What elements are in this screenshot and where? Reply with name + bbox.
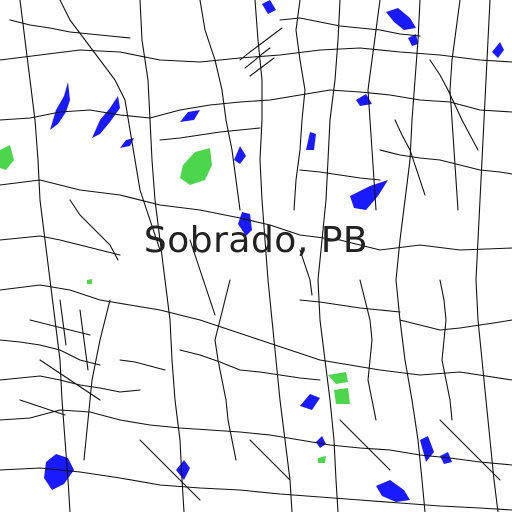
road: [0, 179, 512, 251]
road: [449, 0, 461, 211]
road: [199, 0, 241, 211]
road: [279, 17, 421, 37]
road: [0, 375, 141, 393]
road: [299, 169, 381, 181]
road: [0, 47, 512, 63]
road: [0, 235, 121, 256]
road: [379, 149, 512, 175]
park-area: [318, 456, 326, 463]
road: [475, 0, 499, 512]
road: [249, 439, 291, 481]
water-body: [376, 480, 410, 502]
road: [39, 359, 101, 401]
road: [79, 309, 89, 371]
road: [249, 57, 275, 77]
road: [214, 279, 237, 461]
road: [83, 299, 111, 461]
road: [299, 299, 401, 313]
road: [239, 27, 283, 61]
water-body: [180, 110, 200, 122]
road: [139, 0, 185, 512]
road: [439, 279, 453, 421]
road: [139, 439, 201, 501]
water-body: [50, 82, 70, 130]
road: [439, 419, 501, 481]
road: [189, 239, 216, 316]
park-area: [334, 388, 350, 404]
road: [0, 467, 512, 511]
road: [395, 0, 426, 512]
road: [59, 299, 67, 346]
road: [339, 419, 391, 471]
water-body: [408, 34, 418, 46]
water-body: [176, 460, 190, 480]
road: [19, 399, 66, 416]
road: [29, 319, 91, 336]
park-area: [0, 145, 14, 170]
road: [69, 199, 119, 261]
road: [399, 319, 512, 331]
water-bodies: [44, 0, 504, 502]
water-body: [316, 436, 326, 448]
road: [293, 0, 306, 211]
road: [359, 279, 377, 421]
water-body: [234, 146, 246, 164]
road: [254, 0, 293, 512]
road: [317, 0, 341, 512]
park-area: [180, 148, 212, 185]
road: [0, 284, 512, 381]
road: [159, 127, 261, 141]
park-area: [87, 279, 92, 284]
park-area: [328, 372, 348, 384]
water-body: [300, 394, 320, 410]
road: [367, 0, 381, 211]
water-body: [120, 138, 134, 148]
place-label: Sobrado, PB: [143, 220, 369, 261]
water-body: [306, 132, 316, 150]
road: [9, 19, 131, 39]
park-areas: [0, 145, 350, 463]
road: [0, 89, 512, 121]
road: [19, 0, 71, 512]
road: [299, 249, 313, 296]
road: [394, 119, 426, 196]
water-body: [492, 42, 504, 58]
water-body: [262, 0, 276, 14]
road: [0, 409, 512, 466]
road: [119, 359, 166, 371]
road: [0, 339, 101, 366]
water-body: [350, 180, 388, 210]
road: [244, 47, 271, 69]
water-body: [356, 94, 372, 106]
road: [429, 59, 479, 151]
water-body: [386, 8, 416, 30]
road: [179, 349, 321, 381]
water-body: [92, 96, 120, 138]
